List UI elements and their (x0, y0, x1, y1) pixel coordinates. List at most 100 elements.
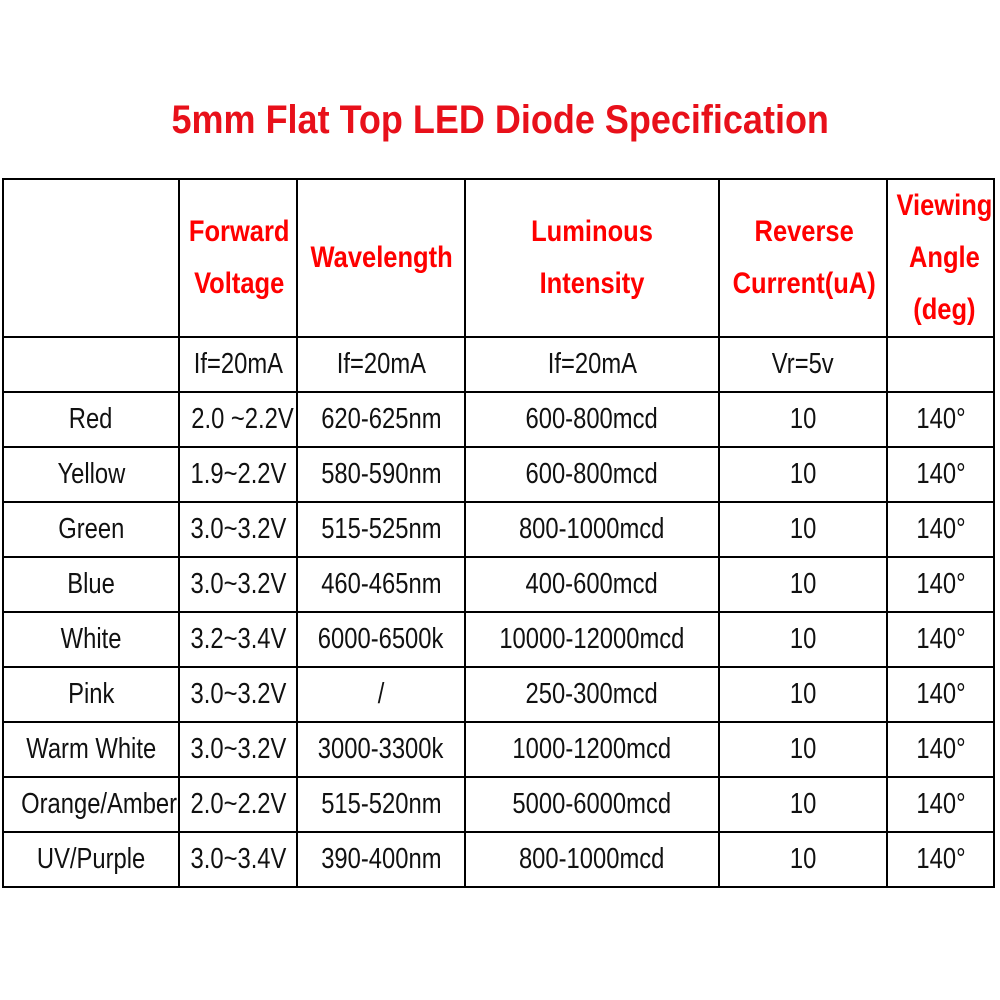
conditions-row: If=20mA If=20mA If=20mA Vr=5v (2, 336, 995, 393)
cell-text: 250-300mcd (525, 678, 659, 710)
table-cell: 3.0~3.2V (178, 666, 298, 723)
cell-text: 1.9~2.2V (190, 458, 287, 490)
table-cell: 10 (718, 611, 888, 668)
table-cell: 10 (718, 556, 888, 613)
cell-text: Luminous Intensity (531, 215, 653, 300)
cell-text: 400-600mcd (525, 568, 659, 600)
table-cell: Wavelength (296, 178, 466, 338)
table-cell: Vr=5v (718, 336, 888, 393)
cell-text: 3.0~3.2V (190, 568, 287, 600)
table-cell: 10000-12000mcd (464, 611, 720, 668)
table-cell: 10 (718, 666, 888, 723)
cell-text: 140° (915, 843, 966, 875)
cell-text: Wavelength (310, 241, 453, 274)
cell-text: 10 (789, 623, 817, 655)
cell-text: 3000-3300k (318, 733, 444, 765)
cell-text: Red (69, 403, 113, 435)
table-row: White 3.2~3.4V 6000-6500k 10000-12000mcd 10 1… (2, 611, 995, 668)
table-cell: 460-465nm (296, 556, 466, 613)
table-cell: If=20mA (464, 336, 720, 393)
table-cell: 10 (718, 501, 888, 558)
table-cell: Reverse Current(uA) (718, 178, 888, 338)
cell-text: Forward Voltage (188, 215, 290, 300)
cell-text: White (60, 623, 122, 655)
table-cell: 140° (886, 611, 995, 668)
cell-text: Vr=5v (772, 348, 834, 380)
table-cell: 140° (886, 831, 995, 888)
table-cell: 140° (886, 556, 995, 613)
table-row: Yellow 1.9~2.2V 580-590nm 600-800mcd 10 140° (2, 446, 995, 503)
table-cell: 800-1000mcd (464, 501, 720, 558)
cell-text: Green (57, 513, 125, 545)
cell-text: 3.0~3.2V (190, 733, 287, 765)
table-cell: 140° (886, 721, 995, 778)
table-cell: 580-590nm (296, 446, 466, 503)
table-row: Blue 3.0~3.2V 460-465nm 400-600mcd 10 140° (2, 556, 995, 613)
header-row: Forward Voltage Wavelength Luminous Intens… (2, 178, 995, 338)
table-cell: 140° (886, 446, 995, 503)
table-cell: Green (2, 501, 180, 558)
table-cell: 10 (718, 831, 888, 888)
table-cell: 1000-1200mcd (464, 721, 720, 778)
spec-table: Forward Voltage Wavelength Luminous Intens… (2, 178, 995, 888)
table-row: Warm White 3.0~3.2V 3000-3300k 1000-1200mcd… (2, 721, 995, 778)
table-cell: 390-400nm (296, 831, 466, 888)
cell-text: 10 (789, 513, 817, 545)
cell-text: 10 (789, 788, 817, 820)
table-cell: 1.9~2.2V (178, 446, 298, 503)
cell-text: 3.0~3.2V (190, 678, 287, 710)
cell-text: 2.0~2.2V (190, 788, 287, 820)
cell-text: 800-1000mcd (519, 843, 665, 875)
cell-text: 140° (915, 513, 966, 545)
table-cell: 140° (886, 391, 995, 448)
table-cell: 2.0 ~2.2V (178, 391, 298, 448)
table-cell: 3.0~3.4V (178, 831, 298, 888)
cell-text: 140° (915, 403, 966, 435)
cell-text: / (377, 678, 385, 710)
cell-text: 10 (789, 568, 817, 600)
table-row: UV/Purple 3.0~3.4V 390-400nm 800-1000mcd 10 1… (2, 831, 995, 888)
table-cell: / (296, 666, 466, 723)
table-cell: 620-625nm (296, 391, 466, 448)
table-cell: 140° (886, 666, 995, 723)
cell-text: 800-1000mcd (519, 513, 665, 545)
table-cell: Red (2, 391, 180, 448)
page-title: 5mm Flat Top LED Diode Specification (0, 98, 1000, 143)
table-cell (2, 336, 180, 393)
cell-text: If=20mA (336, 348, 426, 380)
table-cell: 600-800mcd (464, 446, 720, 503)
table-cell: 5000-6000mcd (464, 776, 720, 833)
cell-text: 10 (789, 403, 817, 435)
cell-text: 5000-6000mcd (512, 788, 672, 820)
table-cell: 515-520nm (296, 776, 466, 833)
table-cell: 3.0~3.2V (178, 721, 298, 778)
table-cell: If=20mA (178, 336, 298, 393)
table-row: Green 3.0~3.2V 515-525nm 800-1000mcd 10 140° (2, 501, 995, 558)
cell-text: UV/Purple (36, 843, 146, 875)
cell-text: 140° (915, 678, 966, 710)
cell-text: 515-525nm (320, 513, 442, 545)
table-cell: 10 (718, 446, 888, 503)
cell-text: 6000-6500k (318, 623, 444, 655)
cell-text: 600-800mcd (525, 458, 659, 490)
cell-text: 10 (789, 843, 817, 875)
table-cell: Blue (2, 556, 180, 613)
cell-text: 10000-12000mcd (499, 623, 685, 655)
table-row: Pink 3.0~3.2V / 250-300mcd 10 140° (2, 666, 995, 723)
table-cell (2, 178, 180, 338)
table-row: Orange/Amber 2.0~2.2V 515-520nm 5000-6000mc… (2, 776, 995, 833)
table-cell: 140° (886, 501, 995, 558)
table-cell: Forward Voltage (178, 178, 298, 338)
cell-text: Reverse Current(uA) (732, 215, 876, 300)
table-row: Red 2.0 ~2.2V 620-625nm 600-800mcd 10 140° (2, 391, 995, 448)
cell-text: 140° (915, 458, 966, 490)
table-cell: 250-300mcd (464, 666, 720, 723)
table-cell: 600-800mcd (464, 391, 720, 448)
cell-text: 10 (789, 458, 817, 490)
cell-text: If=20mA (193, 348, 283, 380)
cell-text: If=20mA (547, 348, 637, 380)
cell-text: 3.0~3.2V (190, 513, 287, 545)
table-cell: 800-1000mcd (464, 831, 720, 888)
cell-text: Yellow (57, 458, 125, 490)
cell-text: 2.0 ~2.2V (191, 403, 294, 435)
